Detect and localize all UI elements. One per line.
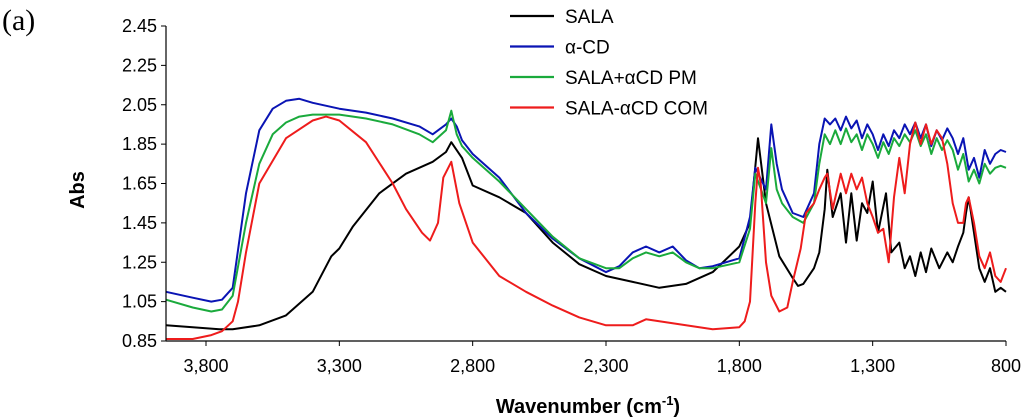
y-tick-label: 0.85 [122, 331, 157, 351]
x-axis-title: Wavenumber (cm-1) [496, 393, 680, 418]
legend-label: SALA+αCD PM [565, 68, 697, 89]
x-axis-title-suffix: ) [673, 396, 680, 418]
legend-label: SALA-αCD COM [565, 99, 708, 120]
x-axis-title-text: Wavenumber (cm [496, 396, 662, 418]
y-tick-label: 2.25 [122, 55, 157, 75]
x-tick-label: 2,800 [450, 356, 495, 376]
legend-label: α-CD [565, 38, 610, 59]
x-tick-label: 800 [991, 356, 1021, 376]
x-tick-label: 3,300 [317, 356, 362, 376]
y-tick-label: 2.05 [122, 95, 157, 115]
y-tick-label: 1.85 [122, 134, 157, 154]
y-tick-label: 1.65 [122, 174, 157, 194]
plot-area [165, 97, 1007, 340]
x-tick-label: 3,800 [183, 356, 228, 376]
x-tick-label: 2,300 [583, 356, 628, 376]
y-tick-label: 1.45 [122, 213, 157, 233]
series-line-sala-cd-pm [165, 109, 1007, 313]
legend-label: SALA [565, 7, 614, 28]
series-line-sala-cd-com [166, 115, 1007, 340]
x-axis-title-sup: -1 [662, 393, 674, 408]
axes: 0.85 1.05 1.25 1.45 1.65 1.85 2.05 2.25 2.45 3,80… [122, 16, 1021, 376]
panel-label: (a) [2, 4, 35, 37]
series-line-cd [165, 97, 1007, 303]
y-tick-label: 1.25 [122, 252, 157, 272]
x-tick-label: 1,300 [850, 356, 895, 376]
series-line-sala [165, 137, 1007, 331]
y-tick-label: 2.45 [122, 16, 157, 36]
tick-marks [161, 25, 1007, 346]
y-axis-title: Abs [67, 171, 89, 209]
y-tick-label: 1.05 [122, 292, 157, 312]
legend: SALA α-CD SALA+αCD PM SALA-αCD COM [510, 7, 708, 120]
x-tick-label: 1,800 [717, 356, 762, 376]
